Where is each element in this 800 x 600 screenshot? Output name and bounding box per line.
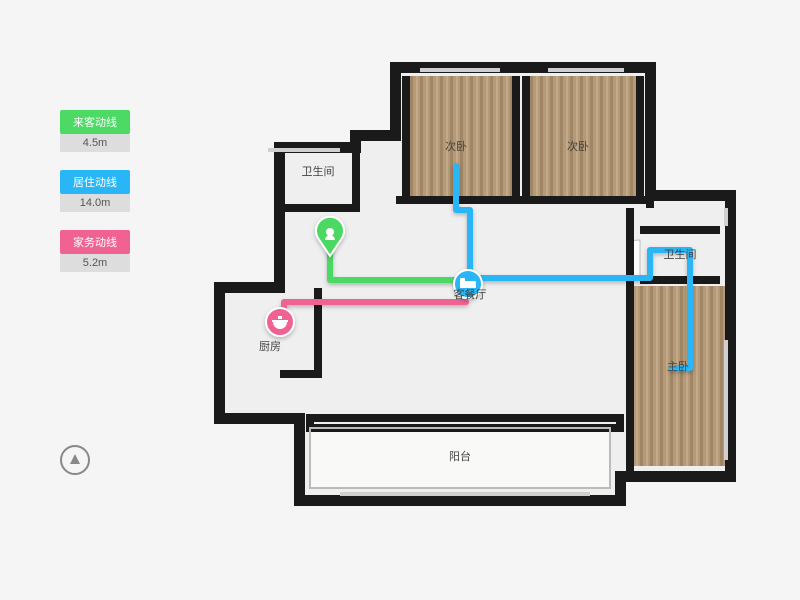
room-bath-top xyxy=(280,148,356,208)
room-label-balcony: 阳台 xyxy=(449,449,471,463)
compass-icon xyxy=(60,445,90,475)
room-bedroom-tl xyxy=(406,76,516,196)
legend: 来客动线 4.5m 居住动线 14.0m 家务动线 5.2m xyxy=(60,110,130,290)
room-master xyxy=(630,286,730,466)
legend-value: 5.2m xyxy=(60,254,130,272)
floor-plan: 次卧次卧卫生间卫生间厨房客餐厅主卧阳台 xyxy=(180,40,760,560)
legend-item-chores: 家务动线 5.2m xyxy=(60,230,130,272)
floor-plan-svg: 次卧次卧卫生间卫生间厨房客餐厅主卧阳台 xyxy=(180,40,760,560)
room-label-bath-top: 卫生间 xyxy=(302,164,335,178)
room-label-living: 客餐厅 xyxy=(454,287,487,301)
legend-label: 居住动线 xyxy=(60,170,130,194)
legend-label: 家务动线 xyxy=(60,230,130,254)
room-label-master: 主卧 xyxy=(667,360,689,373)
room-label-kitchen: 厨房 xyxy=(259,340,281,353)
legend-item-living: 居住动线 14.0m xyxy=(60,170,130,212)
room-label-bath-right: 卫生间 xyxy=(664,247,697,261)
legend-item-guest: 来客动线 4.5m xyxy=(60,110,130,152)
room-label-bedroom-tl: 次卧 xyxy=(445,139,467,153)
marker-chores xyxy=(266,308,294,336)
room-bedroom-tr xyxy=(526,76,640,196)
room-label-bedroom-tr: 次卧 xyxy=(567,139,589,153)
legend-label: 来客动线 xyxy=(60,110,130,134)
floorplan-canvas: 来客动线 4.5m 居住动线 14.0m 家务动线 5.2m xyxy=(0,0,800,600)
legend-value: 4.5m xyxy=(60,134,130,152)
legend-value: 14.0m xyxy=(60,194,130,212)
